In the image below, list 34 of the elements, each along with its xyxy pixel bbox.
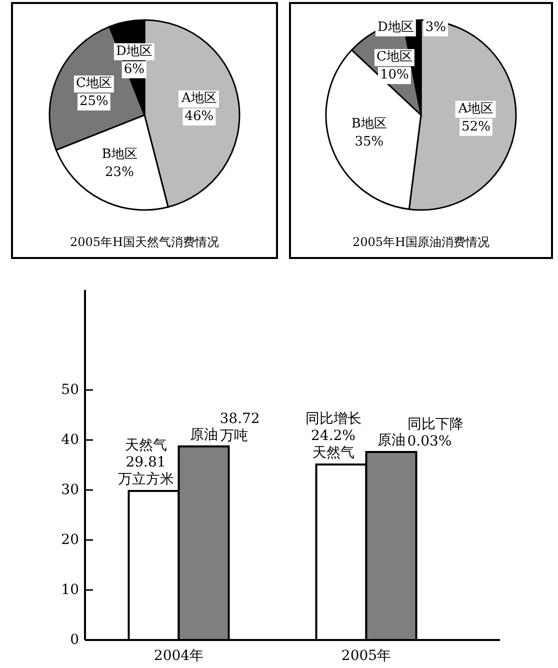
data-label: 25% xyxy=(79,94,108,110)
data-label: 29.81 万立方米 xyxy=(118,454,174,487)
series-label: 原油 xyxy=(190,426,218,442)
data-label: 46% xyxy=(184,109,214,124)
data-label: 3% xyxy=(425,20,446,36)
series-label: 天然气 xyxy=(312,444,354,460)
text: 原油 xyxy=(377,432,406,448)
data-label: 52% xyxy=(462,120,490,135)
data-label: 38.72 万吨 xyxy=(220,410,260,444)
y-tick-label: 0 xyxy=(70,632,79,648)
data-label: 6% xyxy=(124,62,144,78)
text: 天然气 xyxy=(124,437,167,454)
slice-label: D地区 xyxy=(116,44,152,60)
x-tick-label: 2005年 xyxy=(341,648,392,664)
slice-label: D地区 xyxy=(377,20,414,36)
y-tick-label: 40 xyxy=(61,432,79,448)
annotation: 同比下降 0.03% xyxy=(407,416,464,449)
y-tick-label: 50 xyxy=(61,382,79,398)
y-tick-label: 10 xyxy=(61,582,79,598)
slice-label: A地区 xyxy=(457,102,494,117)
slice-label: A地区 xyxy=(180,91,217,106)
slice-label: B地区 xyxy=(102,147,138,162)
x-tick-label: 2004年 xyxy=(154,648,204,664)
y-tick-label: 30 xyxy=(61,482,79,498)
slice-label: C地区 xyxy=(76,76,112,92)
slice-label: C地区 xyxy=(376,50,412,66)
data-label: 35% xyxy=(354,135,384,150)
data-label: 23% xyxy=(105,165,134,180)
text: 2005年H国原油消费情况 xyxy=(352,235,490,250)
slice-label: B地区 xyxy=(351,117,387,132)
y-tick-label: 20 xyxy=(61,532,79,548)
text: 2005年H国天然气消费情况 xyxy=(70,235,220,250)
data-label: 10% xyxy=(380,68,409,84)
annotation: 同比增长 24.2% xyxy=(305,410,362,444)
